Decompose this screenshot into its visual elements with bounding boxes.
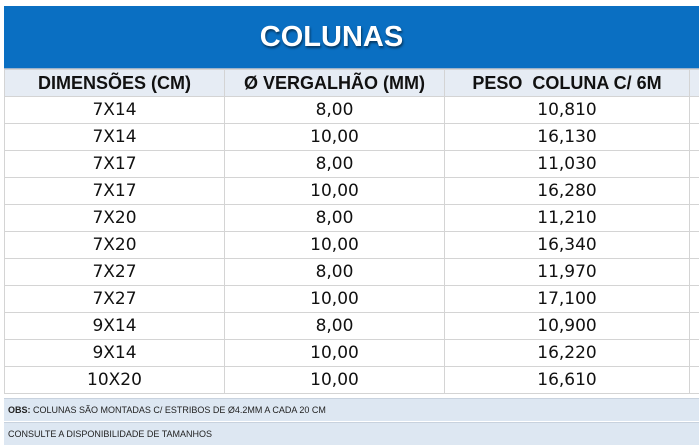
cell: 7X14 [4,96,225,124]
column-header: PESO COLUNA C/ 6M [444,69,690,97]
cell: 11,970 [444,258,690,286]
note-row: OBS: COLUNAS SÃO MONTADAS C/ ESTRIBOS DE… [4,398,699,421]
cell: 7X27 [4,285,225,313]
data-table: DIMENSÕES (CM) Ø VERGALHÃO (MM) PESO COLUN… [4,69,699,394]
table-row: 7X27 8,00 11,970 [4,258,699,286]
table-row: 9X14 8,00 10,900 [4,312,699,340]
cell: 10,810 [444,96,690,124]
empty-cell [689,123,699,151]
cell: 10,900 [444,312,690,340]
cell: 7X20 [4,204,225,232]
note-label: OBS: [8,405,31,415]
cell: 10,00 [224,339,445,367]
empty-cell [689,204,699,232]
empty-cell [689,150,699,178]
table-body: 7X14 8,00 10,810 7X14 10,00 16,130 7X17 8,00 11,… [4,96,699,394]
empty-cell [689,339,699,367]
cell: 8,00 [224,312,445,340]
column-header: Ø VERGALHÃO (MM) [224,69,445,97]
cell: 16,340 [444,231,690,259]
note-row: CONSULTE A DISPONIBILIDADE DE TAMANHOS [4,422,699,445]
note-text: COLUNAS SÃO MONTADAS C/ ESTRIBOS DE Ø4.2… [33,405,326,415]
table-row: 7X27 10,00 17,100 [4,285,699,313]
title-bar: COLUNAS [4,6,699,69]
cell: 9X14 [4,312,225,340]
cell: 16,130 [444,123,690,151]
empty-cell [689,177,699,205]
cell: 10,00 [224,123,445,151]
empty-cell [689,231,699,259]
cell: 7X20 [4,231,225,259]
cell: 11,030 [444,150,690,178]
cell: 8,00 [224,150,445,178]
cell: 17,100 [444,285,690,313]
cell: 8,00 [224,204,445,232]
cell: 7X17 [4,177,225,205]
empty-cell [689,258,699,286]
table-row: 7X17 10,00 16,280 [4,177,699,205]
table-row: 7X17 8,00 11,030 [4,150,699,178]
table-row: 10X20 10,00 16,610 [4,366,699,394]
cell: 10,00 [224,366,445,394]
empty-cell [689,312,699,340]
empty-cell [689,285,699,313]
header-row: DIMENSÕES (CM) Ø VERGALHÃO (MM) PESO COLUN… [4,69,699,97]
table-row: 7X20 8,00 11,210 [4,204,699,232]
cell: 16,610 [444,366,690,394]
cell: 16,280 [444,177,690,205]
table-row: 7X14 10,00 16,130 [4,123,699,151]
empty-cell [689,69,699,97]
cell: 11,210 [444,204,690,232]
cell: 8,00 [224,258,445,286]
cell: 10,00 [224,231,445,259]
column-header: DIMENSÕES (CM) [4,69,225,97]
table-row: 7X20 10,00 16,340 [4,231,699,259]
title: COLUNAS [259,20,404,53]
cell: 10,00 [224,177,445,205]
empty-cell [689,366,699,394]
cell: 8,00 [224,96,445,124]
cell: 7X14 [4,123,225,151]
cell: 10X20 [4,366,225,394]
cell: 7X17 [4,150,225,178]
cell: 9X14 [4,339,225,367]
table-row: 7X14 8,00 10,810 [4,96,699,124]
note-text: CONSULTE A DISPONIBILIDADE DE TAMANHOS [8,429,213,439]
empty-cell [689,96,699,124]
cell: 10,00 [224,285,445,313]
cell: 16,220 [444,339,690,367]
cell: 7X27 [4,258,225,286]
table-row: 9X14 10,00 16,220 [4,339,699,367]
